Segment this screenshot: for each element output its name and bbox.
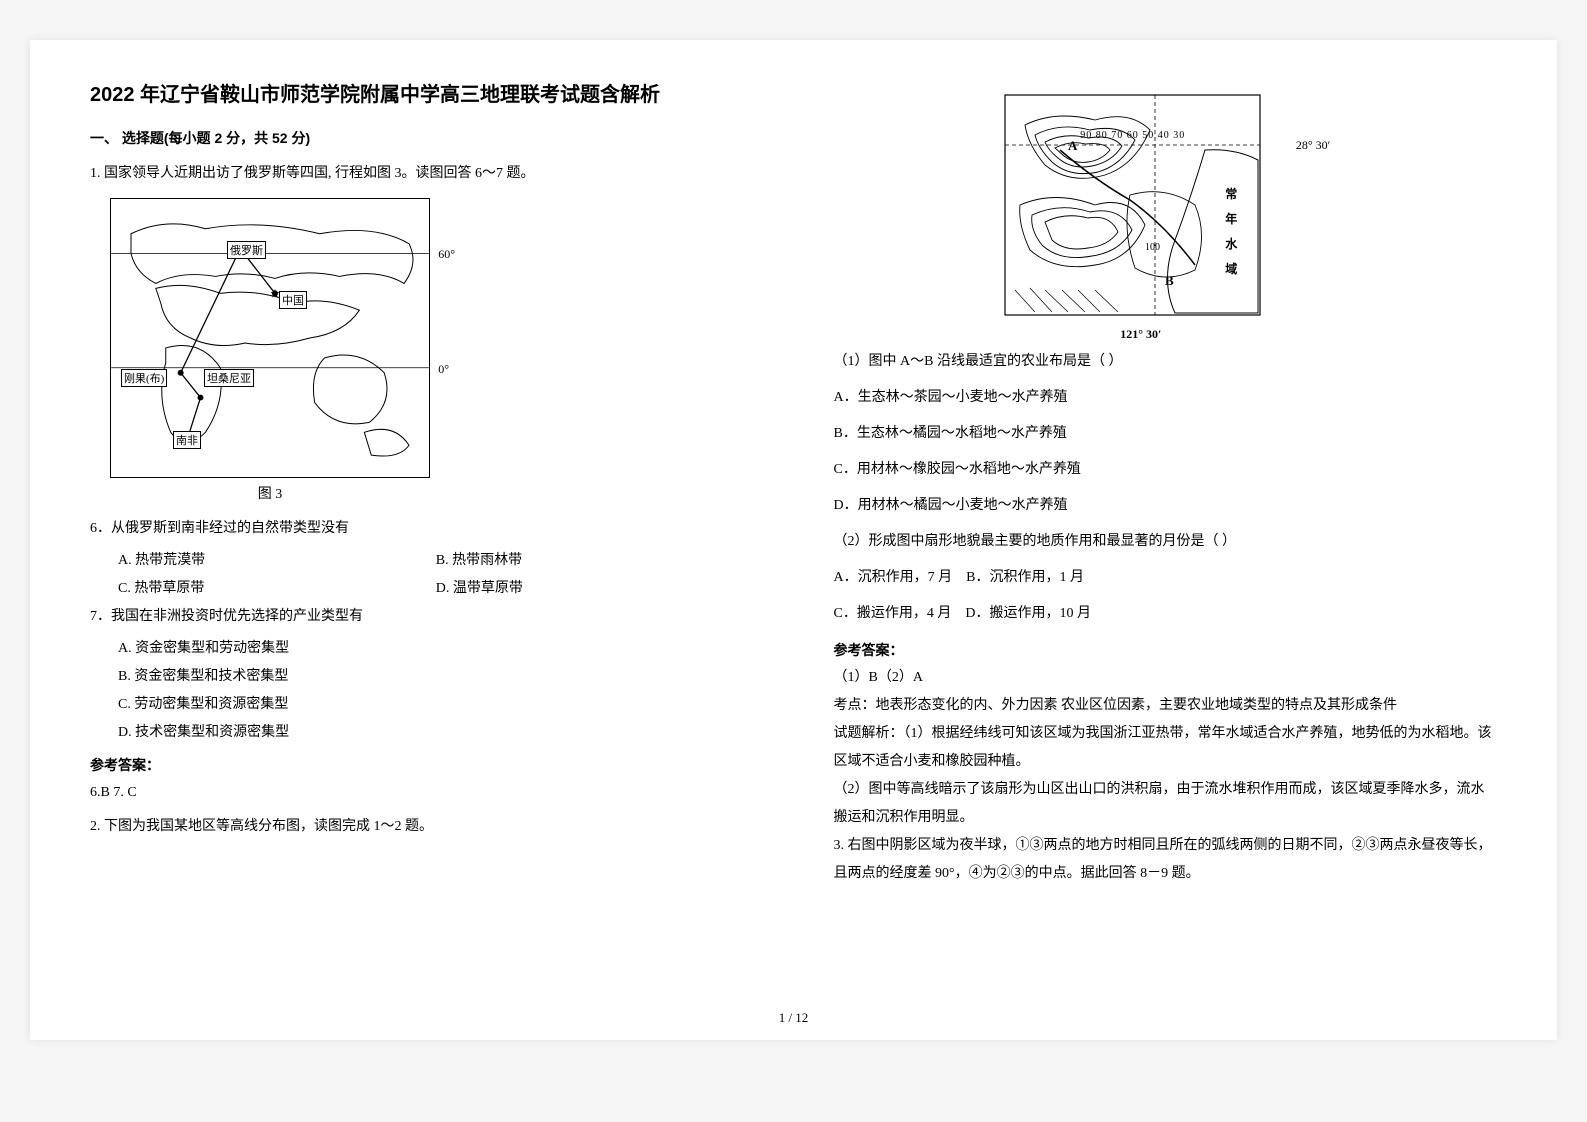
- q2-1-opt-c: C．用材林～橡胶园～水稻地～水产养殖: [834, 456, 1498, 484]
- answer1-heading: 参考答案：: [90, 751, 754, 779]
- label-lat0: 0°: [438, 362, 449, 377]
- q2-1-opt-b: B．生态林～橘园～水稻地～水产养殖: [834, 420, 1498, 448]
- contour-map: A B 100 28° 30′ 90 80 70 60 50 40 30 常 年…: [1000, 90, 1330, 340]
- q6-stem: 6．从俄罗斯到南非经过的自然带类型没有: [90, 515, 754, 543]
- label-lon-12130: 121° 30′: [1120, 327, 1161, 342]
- q7-opt-a: A. 资金密集型和劳动密集型: [118, 635, 754, 663]
- q6-opt-d: D. 温带草原带: [436, 575, 754, 603]
- figure-3: ★ 俄罗斯 中国 刚果(布) 坦桑尼亚 南非 60° 0° 图 3: [110, 198, 754, 507]
- q2-2-opt-d: D．搬运作用，10 月: [965, 606, 1091, 621]
- label-lat60: 60°: [438, 247, 455, 262]
- q7-stem: 7．我国在非洲投资时优先选择的产业类型有: [90, 603, 754, 631]
- svg-text:B: B: [1165, 273, 1174, 288]
- label-water1: 常: [1225, 185, 1237, 202]
- exam-page: 2022 年辽宁省鞍山市师范学院附属中学高三地理联考试题含解析 一、 选择题(每…: [30, 40, 1557, 1040]
- svg-text:A: A: [1068, 138, 1078, 153]
- label-contour-values: 90 80 70 60 50 40 30: [1080, 130, 1185, 141]
- answer2-line4: （2）图中等高线暗示了该扇形为山区出山口的洪积扇，由于流水堆积作用而成，该区域夏…: [834, 776, 1498, 832]
- q2-1-stem: （1）图中 A～B 沿线最适宜的农业布局是（ ）: [834, 348, 1498, 376]
- answer2-heading: 参考答案：: [834, 636, 1498, 664]
- q2-2-opt-a: A．沉积作用，7 月: [834, 570, 953, 585]
- svg-text:100: 100: [1145, 242, 1160, 253]
- q7-opt-c: C. 劳动密集型和资源密集型: [118, 691, 754, 719]
- label-russia: 俄罗斯: [227, 241, 266, 259]
- figure-contour: A B 100 28° 30′ 90 80 70 60 50 40 30 常 年…: [834, 90, 1498, 340]
- figure3-caption: 图 3: [110, 482, 430, 507]
- page-number: 1 / 12: [30, 1010, 1557, 1026]
- q2-intro: 2. 下图为我国某地区等高线分布图，读图完成 1～2 题。: [90, 813, 754, 841]
- contour-svg: A B 100: [1000, 90, 1330, 340]
- label-lat-2830: 28° 30′: [1296, 138, 1330, 153]
- q6-options-row1: A. 热带荒漠带 B. 热带雨林带: [118, 547, 754, 575]
- label-water3: 水: [1225, 235, 1237, 252]
- q2-2-opts-row2: C．搬运作用，4 月 D．搬运作用，10 月: [834, 600, 1498, 628]
- answer2-line2: 考点：地表形态变化的内、外力因素 农业区位因素，主要农业地域类型的特点及其形成条…: [834, 692, 1498, 720]
- q2-2-stem: （2）形成图中扇形地貌最主要的地质作用和最显著的月份是（ ）: [834, 528, 1498, 556]
- q2-1-opt-a: A．生态林～茶园～小麦地～水产养殖: [834, 384, 1498, 412]
- label-tanzania: 坦桑尼亚: [204, 369, 254, 387]
- q6-opt-a: A. 热带荒漠带: [118, 547, 436, 575]
- world-map-svg: ★: [111, 199, 429, 477]
- q7-opt-b: B. 资金密集型和技术密集型: [118, 663, 754, 691]
- label-south-africa: 南非: [173, 431, 201, 449]
- q2-1-opt-d: D．用材林～橘园～小麦地～水产养殖: [834, 492, 1498, 520]
- label-water2: 年: [1225, 210, 1237, 227]
- q7-opt-d: D. 技术密集型和资源密集型: [118, 719, 754, 747]
- q6-opt-c: C. 热带草原带: [118, 575, 436, 603]
- label-water4: 域: [1225, 260, 1237, 277]
- answer1-body: 6.B 7. C: [90, 779, 754, 807]
- q2-2-opt-c: C．搬运作用，4 月: [834, 606, 952, 621]
- q6-opt-b: B. 热带雨林带: [436, 547, 754, 575]
- q2-2-opts-row1: A．沉积作用，7 月 B．沉积作用，1 月: [834, 564, 1498, 592]
- section-heading: 一、 选择题(每小题 2 分，共 52 分): [90, 128, 754, 148]
- world-map-figure: ★ 俄罗斯 中国 刚果(布) 坦桑尼亚 南非 60° 0°: [110, 198, 430, 478]
- q6-options-row2: C. 热带草原带 D. 温带草原带: [118, 575, 754, 603]
- label-congo: 刚果(布): [121, 369, 167, 387]
- answer2-line3: 试题解析：（1）根据经纬线可知该区域为我国浙江亚热带，常年水域适合水产养殖，地势…: [834, 720, 1498, 776]
- q7-options: A. 资金密集型和劳动密集型 B. 资金密集型和技术密集型 C. 劳动密集型和资…: [118, 635, 754, 747]
- answer2-line1: （1）B（2）A: [834, 664, 1498, 692]
- label-china: 中国: [279, 291, 307, 309]
- q3-intro: 3. 右图中阴影区域为夜半球，①③两点的地方时相同且所在的弧线两侧的日期不同，②…: [834, 832, 1498, 888]
- q2-2-opt-b: B．沉积作用，1 月: [966, 570, 1084, 585]
- q1-intro: 1. 国家领导人近期出访了俄罗斯等四国, 行程如图 3。读图回答 6～7 题。: [90, 160, 754, 188]
- exam-title: 2022 年辽宁省鞍山市师范学院附属中学高三地理联考试题含解析: [90, 80, 754, 110]
